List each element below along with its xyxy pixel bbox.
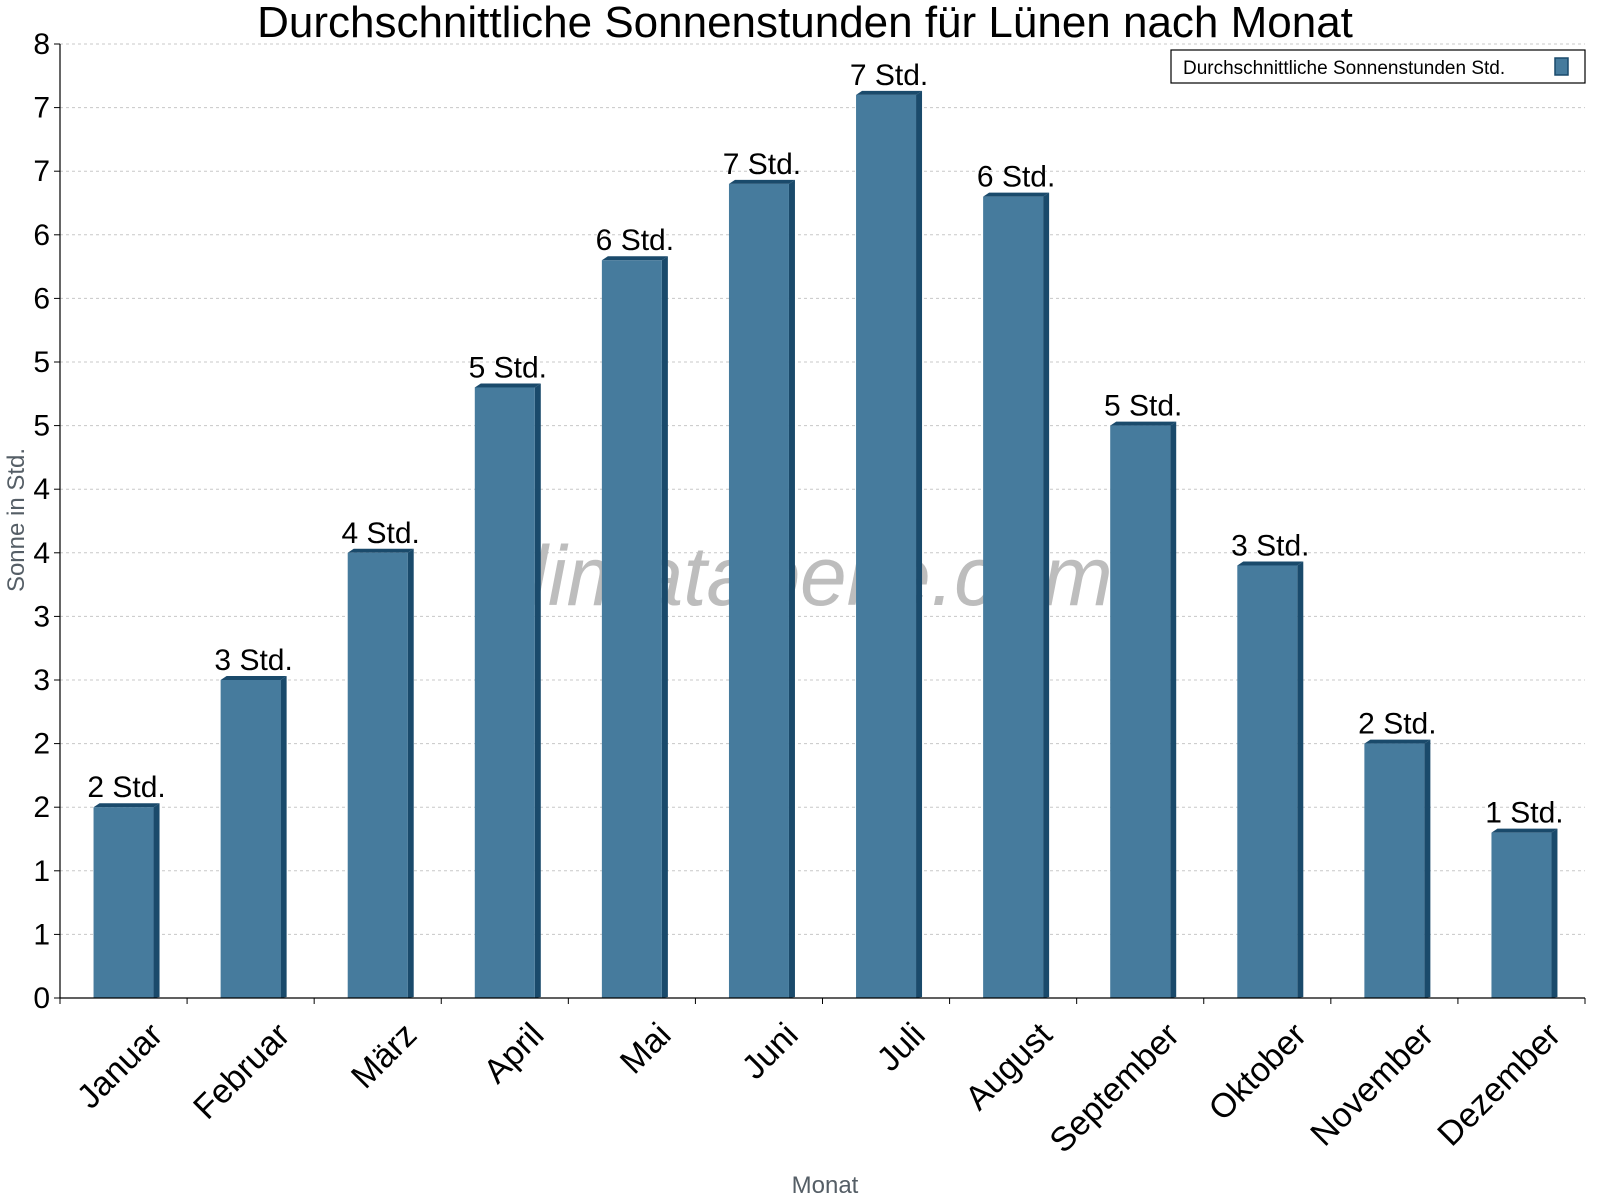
bar [1237,565,1298,998]
y-tick-label: 2 [33,791,50,824]
x-tick-label: Oktober [1202,1016,1314,1128]
data-label: 6 Std. [596,224,674,257]
x-tick-label: Juli [870,1016,933,1079]
bar-top [220,676,287,680]
x-tick-label: November [1303,1016,1441,1154]
bar-top [93,803,160,808]
bar-top [1110,421,1177,426]
bar-top [601,256,668,261]
x-tick-label: Juni [735,1016,806,1087]
bar [474,387,535,998]
y-tick-label: 2 [33,728,50,761]
bar-side [280,676,287,998]
bar [93,807,154,998]
x-tick-label: August [958,1015,1060,1117]
x-axis-label: Monat [792,1172,859,1199]
data-label: 2 Std. [87,771,165,804]
bar-top [728,179,795,184]
y-tick-label: 5 [33,410,50,443]
legend-label: Durchschnittliche Sonnenstunden Std. [1183,58,1505,79]
x-tick-label: Mai [613,1016,679,1082]
bar [347,552,408,998]
data-label: 3 Std. [214,644,292,677]
bar-side [407,548,414,998]
bar-side [788,179,795,999]
y-tick-label: 8 [33,28,50,61]
data-label: 5 Std. [1104,390,1182,423]
bar [220,680,281,998]
data-label: 5 Std. [469,351,547,384]
y-tick-label: 3 [33,600,50,633]
y-tick-label: 6 [33,282,50,315]
y-tick-label: 6 [33,219,50,252]
bar-top [474,383,541,388]
bar-side [1043,192,1050,998]
x-axis-ticks: Januar Februar März April Mai Juni Juli AugustS… [59,998,1586,1160]
bar-side [916,90,923,998]
bar-side [1297,561,1304,998]
y-tick-label: 0 [33,982,50,1015]
data-label: 4 Std. [342,517,420,550]
bar-side [661,256,668,998]
legend: Durchschnittliche Sonnenstunden Std. [1170,49,1586,84]
y-axis-label: Sonne in Std. [3,448,30,592]
legend-swatch [1554,57,1569,76]
data-label: 2 Std. [1358,708,1436,741]
chart-title: Durchschnittliche Sonnenstunden für Lüne… [257,0,1353,47]
data-label: 1 Std. [1485,797,1563,830]
x-tick-label: September [1042,1016,1186,1160]
data-label: 6 Std. [977,161,1055,194]
x-tick-label: April [476,1016,551,1091]
legend-box [1170,49,1586,84]
y-tick-label: 3 [33,664,50,697]
x-tick-label: März [344,1016,424,1096]
y-tick-label: 1 [33,855,50,888]
x-tick-label: Februar [186,1016,297,1127]
bar-top [983,192,1050,197]
y-tick-label: 4 [33,473,50,506]
bar-side [153,803,160,998]
bar-side [1424,739,1431,998]
bars: 2 Std. 3 Std. 4 Std. 5 Std. 6 Std. 7 Std. 7 St… [87,59,1564,999]
bar [728,183,789,999]
grid [60,43,1585,935]
y-axis-ticks: 0 1 1 2 2 3 3 4 4 5 5 6 6 7 7 8 [33,28,60,1015]
y-tick-label: 4 [33,537,50,570]
bar [983,196,1044,998]
bar [1364,743,1425,998]
bar-top [856,90,923,95]
bar-top [1364,739,1431,744]
x-tick-label: Januar [70,1016,170,1116]
bar [1491,832,1552,998]
y-tick-label: 5 [33,346,50,379]
bar-side [534,383,541,998]
bar [856,94,917,998]
bar-top [1491,828,1558,833]
bar [601,260,662,998]
x-tick-label: Dezember [1430,1016,1568,1154]
bar-side [1551,828,1558,998]
bar [1110,425,1171,999]
y-tick-label: 7 [33,155,50,188]
y-tick-label: 7 [33,92,50,125]
bar-side [1170,421,1177,999]
axes [59,44,1585,999]
y-tick-label: 1 [33,918,50,951]
data-label: 3 Std. [1231,530,1309,563]
data-label: 7 Std. [723,148,801,181]
bar-top [347,548,414,553]
data-label: 7 Std. [850,59,928,92]
bar-top [1237,561,1304,566]
